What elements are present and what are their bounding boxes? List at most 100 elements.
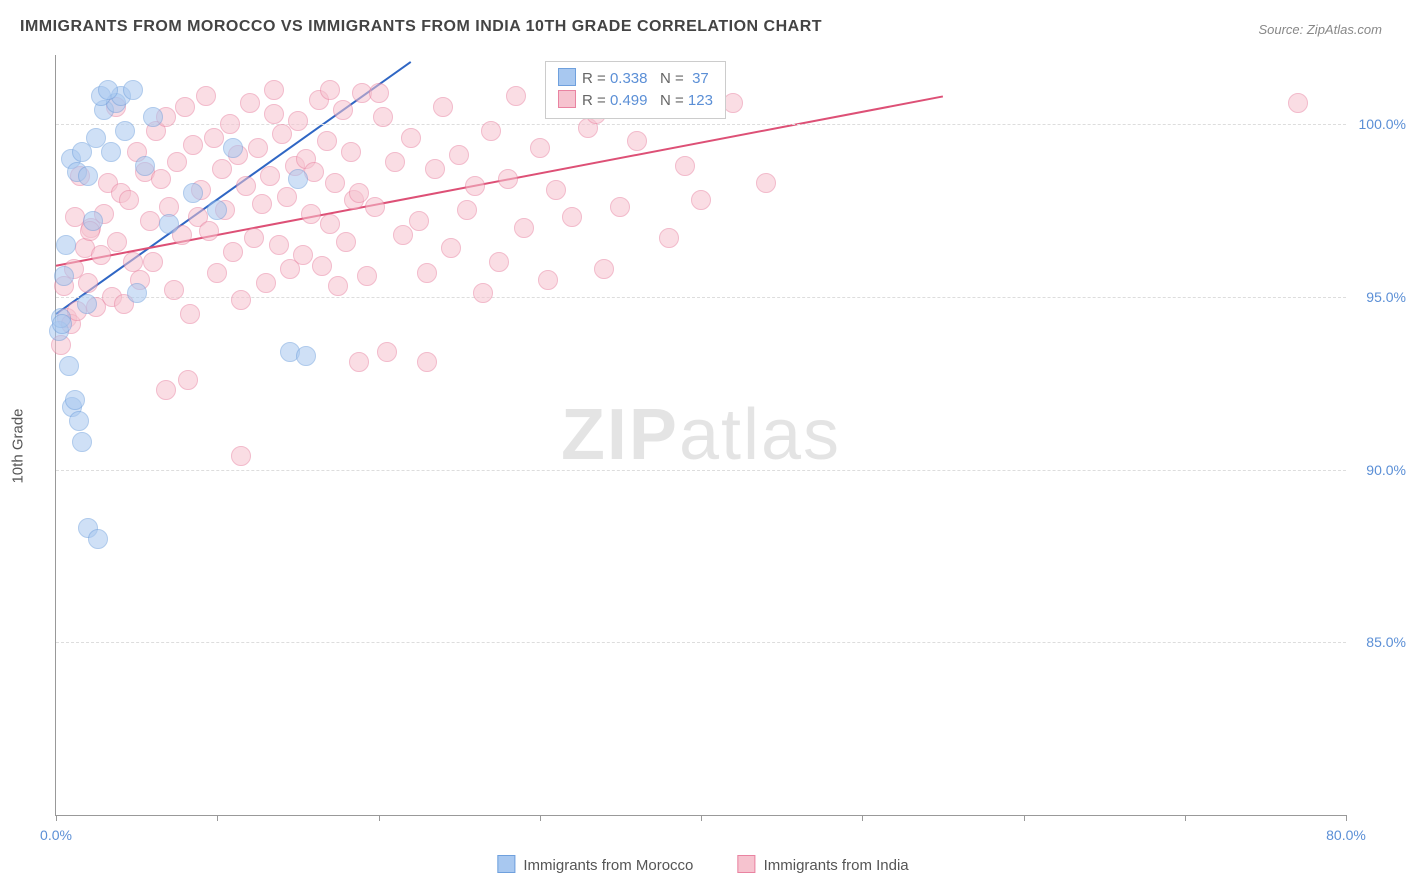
scatter-point-india xyxy=(328,276,348,296)
scatter-point-morocco xyxy=(72,432,92,452)
scatter-point-india xyxy=(288,111,308,131)
scatter-point-india xyxy=(272,124,292,144)
scatter-point-india xyxy=(269,235,289,255)
scatter-point-india xyxy=(167,152,187,172)
n-value: 123 xyxy=(688,92,713,109)
scatter-point-india xyxy=(373,107,393,127)
series-legend: Immigrants from Morocco Immigrants from … xyxy=(477,855,928,874)
x-tick-mark xyxy=(540,815,541,821)
scatter-point-india xyxy=(433,97,453,117)
x-tick-mark xyxy=(1024,815,1025,821)
scatter-point-morocco xyxy=(115,121,135,141)
trend-lines-layer xyxy=(56,55,1346,815)
scatter-point-india xyxy=(546,180,566,200)
scatter-point-india xyxy=(514,218,534,238)
scatter-point-morocco xyxy=(207,200,227,220)
n-label: N = xyxy=(647,70,687,87)
scatter-point-india xyxy=(675,156,695,176)
scatter-point-india xyxy=(441,238,461,258)
scatter-point-morocco xyxy=(288,169,308,189)
scatter-point-morocco xyxy=(69,411,89,431)
scatter-point-india xyxy=(562,207,582,227)
gridline xyxy=(56,124,1346,125)
scatter-point-india xyxy=(175,97,195,117)
watermark-bold: ZIP xyxy=(561,395,679,475)
watermark: ZIPatlas xyxy=(561,394,841,476)
scatter-point-india xyxy=(393,225,413,245)
legend-swatch-icon xyxy=(558,68,576,86)
scatter-point-india xyxy=(417,352,437,372)
scatter-point-india xyxy=(317,131,337,151)
scatter-point-india xyxy=(256,273,276,293)
scatter-point-india xyxy=(425,159,445,179)
x-tick-mark xyxy=(1185,815,1186,821)
legend-label: Immigrants from Morocco xyxy=(523,857,693,874)
scatter-point-morocco xyxy=(65,390,85,410)
scatter-point-india xyxy=(610,197,630,217)
scatter-point-india xyxy=(264,80,284,100)
scatter-point-morocco xyxy=(223,138,243,158)
scatter-point-india xyxy=(236,176,256,196)
legend-item-morocco: Immigrants from Morocco xyxy=(497,857,697,874)
scatter-point-morocco xyxy=(183,183,203,203)
scatter-point-india xyxy=(325,173,345,193)
stats-legend-row-morocco: R = 0.338 N = 37 xyxy=(558,68,713,90)
scatter-point-india xyxy=(231,446,251,466)
scatter-point-india xyxy=(240,93,260,113)
scatter-point-india xyxy=(65,207,85,227)
x-tick-mark xyxy=(862,815,863,821)
scatter-plot-area: ZIPatlas 85.0%90.0%95.0%100.0%0.0%80.0% xyxy=(55,55,1346,816)
n-value: 37 xyxy=(688,70,709,87)
n-label: N = xyxy=(647,92,687,109)
scatter-point-india xyxy=(385,152,405,172)
scatter-point-india xyxy=(457,200,477,220)
scatter-point-india xyxy=(369,83,389,103)
scatter-point-india xyxy=(756,173,776,193)
scatter-point-morocco xyxy=(296,346,316,366)
scatter-point-india xyxy=(530,138,550,158)
chart-title: IMMIGRANTS FROM MOROCCO VS IMMIGRANTS FR… xyxy=(20,18,822,36)
scatter-point-india xyxy=(164,280,184,300)
scatter-point-india xyxy=(183,135,203,155)
scatter-point-india xyxy=(465,176,485,196)
y-tick-label: 90.0% xyxy=(1354,462,1406,478)
r-value: 0.338 xyxy=(610,70,648,87)
scatter-point-india xyxy=(320,214,340,234)
scatter-point-india xyxy=(223,242,243,262)
x-tick-label: 80.0% xyxy=(1326,827,1366,843)
source-prefix: Source: xyxy=(1258,22,1306,37)
source-name: ZipAtlas.com xyxy=(1307,22,1382,37)
y-tick-label: 85.0% xyxy=(1354,634,1406,650)
scatter-point-morocco xyxy=(54,266,74,286)
scatter-point-india xyxy=(199,221,219,241)
scatter-point-india xyxy=(594,259,614,279)
scatter-point-india xyxy=(244,228,264,248)
scatter-point-india xyxy=(293,245,313,265)
scatter-point-india xyxy=(409,211,429,231)
legend-label: Immigrants from India xyxy=(764,857,909,874)
scatter-point-india xyxy=(312,256,332,276)
scatter-point-india xyxy=(336,232,356,252)
scatter-point-india xyxy=(91,245,111,265)
scatter-point-morocco xyxy=(59,356,79,376)
scatter-point-india xyxy=(538,270,558,290)
scatter-point-india xyxy=(349,352,369,372)
y-tick-label: 100.0% xyxy=(1354,116,1406,132)
gridline xyxy=(56,470,1346,471)
scatter-point-india xyxy=(178,370,198,390)
scatter-point-morocco xyxy=(143,107,163,127)
scatter-point-india xyxy=(277,187,297,207)
scatter-point-india xyxy=(627,131,647,151)
scatter-point-india xyxy=(489,252,509,272)
scatter-point-india xyxy=(333,100,353,120)
scatter-point-india xyxy=(264,104,284,124)
scatter-point-india xyxy=(301,204,321,224)
scatter-point-india xyxy=(320,80,340,100)
scatter-point-morocco xyxy=(101,142,121,162)
y-tick-label: 95.0% xyxy=(1354,289,1406,305)
scatter-point-india xyxy=(691,190,711,210)
x-tick-label: 0.0% xyxy=(40,827,72,843)
legend-swatch-icon xyxy=(738,855,756,873)
stats-legend: R = 0.338 N = 37R = 0.499 N = 123 xyxy=(545,61,726,119)
scatter-point-india xyxy=(78,273,98,293)
